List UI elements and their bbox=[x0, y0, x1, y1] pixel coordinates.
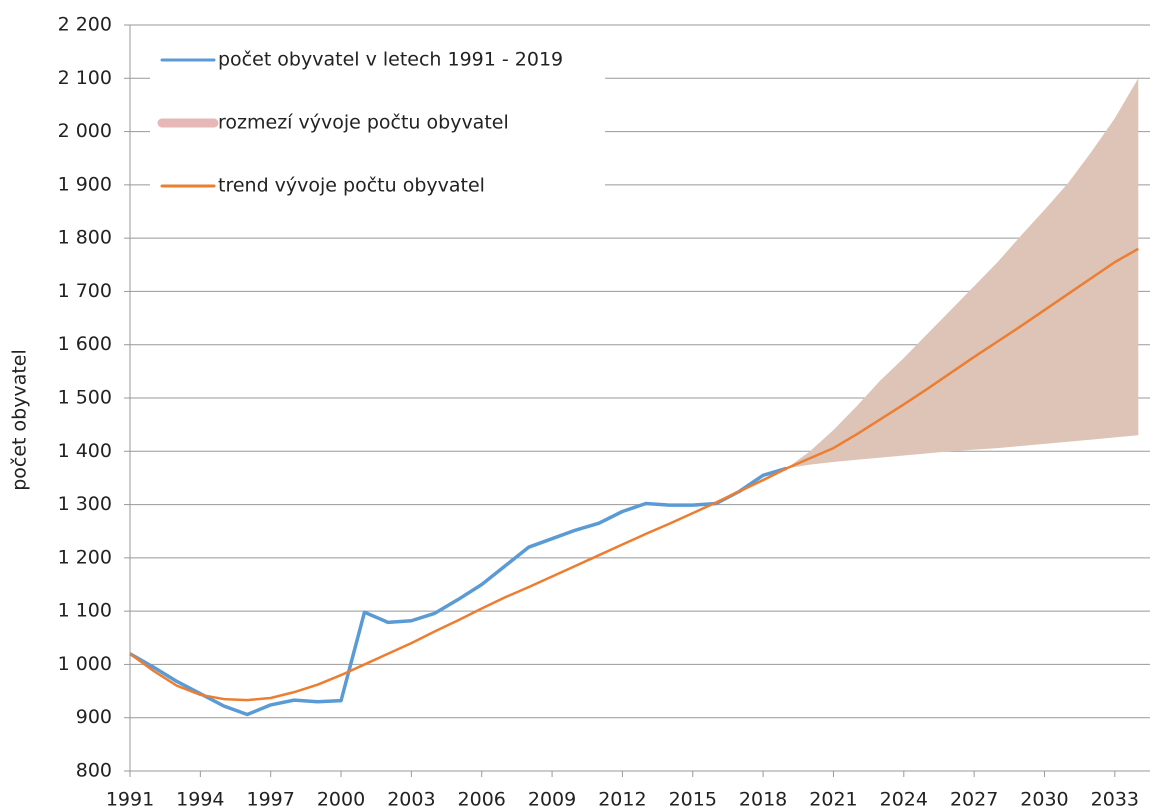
y-tick-label: 2 100 bbox=[58, 67, 112, 89]
x-tick-label: 2021 bbox=[809, 789, 857, 810]
x-tick-label: 1994 bbox=[176, 789, 224, 810]
y-tick-label: 2 000 bbox=[58, 120, 112, 142]
x-tick-label: 2003 bbox=[387, 789, 435, 810]
x-tick-label: 2000 bbox=[317, 789, 365, 810]
legend-label: rozmezí vývoje počtu obyvatel bbox=[218, 112, 509, 134]
legend: počet obyvatel v letech 1991 - 2019 rozme… bbox=[150, 35, 605, 215]
x-tick-label: 2018 bbox=[739, 789, 787, 810]
x-tick-label: 2012 bbox=[598, 789, 646, 810]
legend-background bbox=[150, 35, 605, 215]
x-tick-label: 2027 bbox=[950, 789, 998, 810]
y-tick-label: 1 800 bbox=[58, 227, 112, 249]
y-tick-label: 2 200 bbox=[58, 14, 112, 36]
x-tick-label: 2030 bbox=[1020, 789, 1068, 810]
y-tick-label: 1 700 bbox=[58, 280, 112, 302]
y-tick-label: 1 600 bbox=[58, 333, 112, 355]
x-tick-label: 1991 bbox=[106, 789, 154, 810]
y-tick-label: 800 bbox=[76, 760, 112, 782]
y-axis-label: počet obyvatel bbox=[9, 349, 31, 491]
x-tick-label: 2015 bbox=[669, 789, 717, 810]
y-tick-label: 1 400 bbox=[58, 440, 112, 462]
legend-label: trend vývoje počtu obyvatel bbox=[218, 175, 485, 197]
range-band bbox=[786, 78, 1139, 469]
series-line bbox=[129, 247, 1139, 702]
y-tick-label: 1 300 bbox=[58, 493, 112, 515]
x-tick-label: 2024 bbox=[880, 789, 928, 810]
y-tick-label: 1 900 bbox=[58, 173, 112, 195]
y-tick-label: 900 bbox=[76, 706, 112, 728]
y-tick-label: 1 500 bbox=[58, 387, 112, 409]
series-line bbox=[129, 466, 788, 717]
y-tick-label: 1 200 bbox=[58, 546, 112, 568]
y-tick-label: 1 000 bbox=[58, 653, 112, 675]
x-tick-label: 2009 bbox=[528, 789, 576, 810]
x-tick-label: 2033 bbox=[1091, 789, 1139, 810]
legend-label: počet obyvatel v letech 1991 - 2019 bbox=[218, 49, 563, 71]
x-tick-label: 1997 bbox=[247, 789, 295, 810]
x-tick-label: 2006 bbox=[458, 789, 506, 810]
y-tick-label: 1 100 bbox=[58, 600, 112, 622]
